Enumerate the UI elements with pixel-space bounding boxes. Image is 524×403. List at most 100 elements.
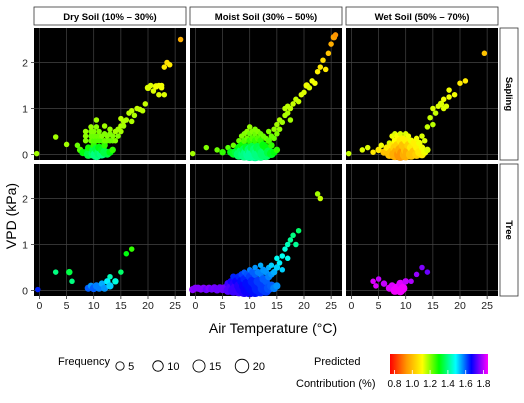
x-tick-label: 15 bbox=[271, 300, 283, 312]
x-tick-label: 0 bbox=[349, 300, 355, 312]
x-tick-label: 20 bbox=[142, 300, 154, 312]
data-point bbox=[462, 78, 469, 84]
data-point bbox=[279, 253, 286, 259]
data-point bbox=[359, 147, 366, 153]
column-strip bbox=[189, 6, 343, 26]
data-point bbox=[66, 268, 73, 276]
data-point bbox=[481, 50, 488, 57]
data-point bbox=[276, 126, 283, 132]
row-strip bbox=[499, 163, 519, 297]
data-point bbox=[35, 286, 41, 293]
data-point bbox=[93, 124, 100, 130]
panel bbox=[346, 164, 498, 296]
x-axis-title: Air Temperature (°C) bbox=[209, 320, 337, 336]
data-point bbox=[273, 264, 281, 271]
data-point bbox=[375, 146, 382, 154]
data-point bbox=[295, 227, 302, 234]
data-point bbox=[82, 137, 89, 144]
column-strip-label: Dry Soil (10% – 30%) bbox=[63, 12, 156, 23]
data-point bbox=[424, 124, 431, 130]
size-legend-label: 5 bbox=[128, 361, 134, 373]
data-point bbox=[52, 269, 59, 275]
data-point bbox=[156, 91, 162, 98]
size-legend-title: Frequency bbox=[58, 356, 110, 368]
data-point bbox=[161, 91, 168, 98]
data-point bbox=[322, 66, 329, 73]
column-strip bbox=[345, 6, 499, 26]
x-tick-label: 20 bbox=[298, 300, 310, 312]
data-point bbox=[252, 264, 258, 271]
size-legend-label: 15 bbox=[209, 361, 221, 373]
data-point bbox=[93, 117, 100, 123]
data-point bbox=[120, 123, 127, 129]
y-tick-label: 1 bbox=[22, 103, 28, 115]
data-point bbox=[446, 87, 452, 93]
data-point bbox=[271, 126, 277, 132]
data-point bbox=[274, 131, 280, 137]
data-point bbox=[287, 237, 294, 243]
y-tick-label: 0 bbox=[22, 285, 28, 297]
x-tick-label: 5 bbox=[64, 300, 70, 312]
data-point bbox=[457, 80, 463, 86]
x-tick-label: 15 bbox=[427, 300, 439, 312]
data-point bbox=[284, 241, 291, 248]
y-tick-label: 0 bbox=[22, 149, 28, 161]
data-point bbox=[101, 123, 108, 129]
size-legend-circle bbox=[234, 358, 250, 374]
panel bbox=[33, 28, 186, 161]
color-legend-bar bbox=[390, 354, 488, 374]
data-point bbox=[139, 108, 146, 114]
data-point bbox=[33, 150, 40, 157]
x-tick-label: 25 bbox=[169, 300, 181, 312]
data-point bbox=[430, 121, 436, 128]
data-point bbox=[446, 94, 452, 100]
x-tick-label: 0 bbox=[37, 300, 43, 312]
data-point bbox=[282, 246, 288, 252]
data-point bbox=[408, 278, 414, 285]
data-point bbox=[158, 85, 165, 91]
data-point bbox=[82, 133, 89, 139]
data-point bbox=[90, 128, 97, 135]
x-tick-label: 20 bbox=[454, 300, 466, 312]
data-point bbox=[437, 100, 445, 108]
data-point bbox=[265, 128, 272, 135]
data-point bbox=[274, 121, 280, 128]
row-strip-label: Tree bbox=[503, 220, 514, 240]
column-strip-label: Wet Soil (50% – 70%) bbox=[375, 12, 470, 23]
data-point bbox=[402, 278, 409, 285]
data-point bbox=[314, 68, 321, 75]
data-point bbox=[257, 262, 264, 268]
data-point bbox=[317, 195, 324, 202]
data-point bbox=[312, 80, 318, 86]
panel bbox=[189, 164, 342, 298]
data-point bbox=[290, 101, 296, 107]
data-point bbox=[279, 267, 286, 273]
data-point bbox=[118, 269, 124, 275]
size-legend: Frequency 5 10 15 20 bbox=[58, 356, 265, 374]
y-tick-label: 1 bbox=[22, 239, 28, 251]
data-point bbox=[101, 142, 108, 149]
data-point bbox=[69, 278, 75, 285]
column-strip bbox=[33, 6, 187, 26]
data-point bbox=[147, 82, 154, 89]
data-point bbox=[271, 135, 277, 142]
data-point bbox=[317, 64, 324, 70]
data-point bbox=[101, 284, 109, 292]
data-point bbox=[112, 137, 119, 144]
color-legend-tick-label: 1.8 bbox=[477, 379, 491, 390]
color-legend-tick-label: 1.6 bbox=[459, 379, 473, 390]
x-tick-label: 10 bbox=[88, 300, 100, 312]
data-point bbox=[345, 150, 352, 157]
data-point bbox=[63, 141, 70, 148]
data-point bbox=[74, 142, 81, 149]
data-point bbox=[246, 124, 253, 130]
column-strip-label: Moist Soil (30% – 50%) bbox=[215, 12, 317, 23]
data-point bbox=[123, 117, 130, 123]
data-point bbox=[443, 103, 450, 109]
data-point bbox=[274, 255, 280, 262]
data-point bbox=[273, 282, 281, 290]
data-point bbox=[405, 133, 412, 139]
data-point bbox=[451, 91, 458, 98]
data-point bbox=[268, 262, 275, 268]
